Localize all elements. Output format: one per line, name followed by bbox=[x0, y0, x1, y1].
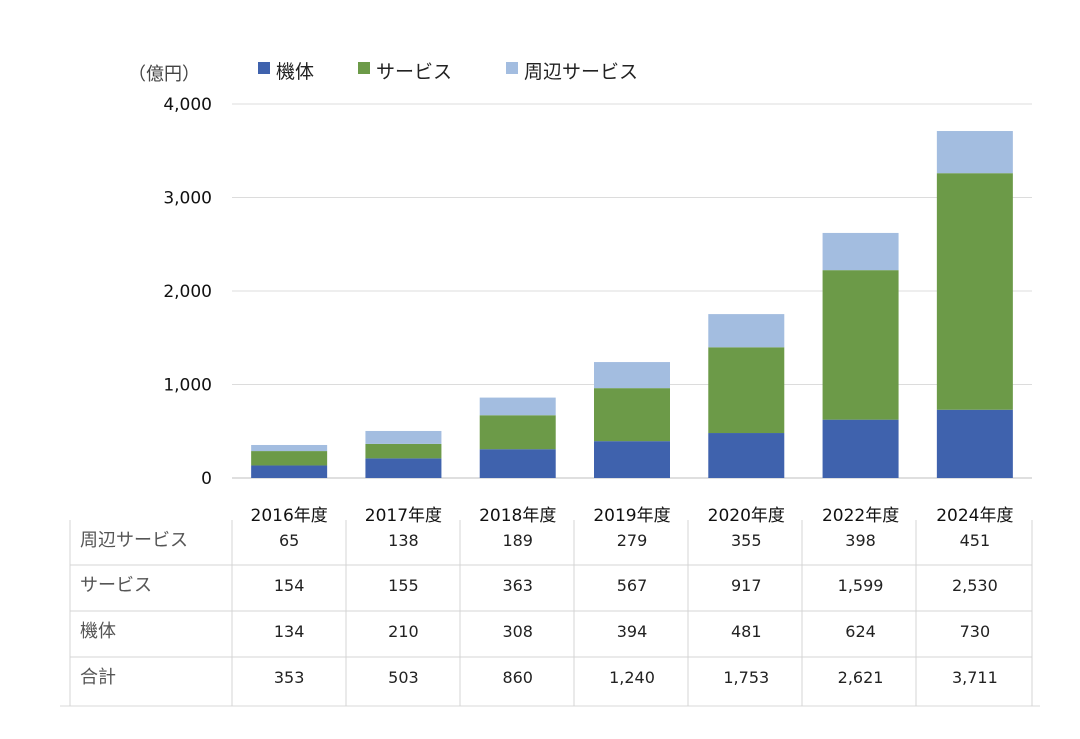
bar-segment bbox=[708, 314, 785, 348]
bar-segment bbox=[365, 443, 442, 459]
table-cell: 3,711 bbox=[952, 668, 998, 687]
bar-segment bbox=[251, 465, 328, 478]
bar-segment bbox=[365, 458, 442, 478]
table-row-label: サービス bbox=[80, 575, 152, 596]
y-axis: 0 1,000 2,000 3,000 4,000 bbox=[163, 95, 212, 489]
bar-segment bbox=[365, 430, 442, 444]
bar-segment bbox=[251, 451, 328, 466]
x-tick-label: 2022年度 bbox=[822, 506, 899, 526]
table-row-label: 周辺サービス bbox=[80, 530, 188, 551]
table-cell: 154 bbox=[274, 576, 305, 595]
legend-swatch bbox=[506, 62, 518, 74]
y-tick-label: 2,000 bbox=[163, 282, 212, 302]
table-cell: 134 bbox=[274, 622, 305, 641]
legend-label: サービス bbox=[376, 61, 452, 83]
x-tick-label: 2019年度 bbox=[593, 506, 670, 526]
x-tick-label: 2017年度 bbox=[365, 506, 442, 526]
y-tick-label: 1,000 bbox=[163, 376, 212, 396]
bar-segment bbox=[479, 449, 556, 478]
bar-segment bbox=[822, 419, 899, 478]
bar-segment bbox=[708, 433, 785, 478]
bars bbox=[251, 131, 1013, 478]
table-cell: 155 bbox=[388, 576, 419, 595]
legend: （億円） 機体 サービス 周辺サービス bbox=[128, 61, 638, 85]
bar-segment bbox=[936, 409, 1013, 478]
table-cell: 624 bbox=[845, 622, 876, 641]
table-cell: 451 bbox=[960, 531, 991, 550]
bar-segment bbox=[708, 347, 785, 434]
table-cell: 394 bbox=[617, 622, 648, 641]
table-cell: 2,621 bbox=[838, 668, 884, 687]
legend-label: 機体 bbox=[276, 61, 314, 83]
unit-label: （億円） bbox=[128, 64, 200, 85]
table-cell: 363 bbox=[502, 576, 533, 595]
y-tick-label: 4,000 bbox=[163, 95, 212, 115]
table-cell: 210 bbox=[388, 622, 419, 641]
bar-segment bbox=[936, 131, 1013, 174]
x-tick-label: 2020年度 bbox=[708, 506, 785, 526]
legend-swatch bbox=[358, 62, 370, 74]
table-cell: 1,240 bbox=[609, 668, 655, 687]
table-cell: 481 bbox=[731, 622, 762, 641]
bar-segment bbox=[822, 270, 899, 420]
table-cell: 917 bbox=[731, 576, 762, 595]
x-axis: 2016年度 2017年度 2018年度 2019年度 2020年度 2022年度 2024… bbox=[251, 506, 1014, 526]
table-cell: 1,753 bbox=[723, 668, 769, 687]
bar-segment bbox=[594, 441, 670, 478]
y-tick-label: 3,000 bbox=[163, 189, 212, 209]
table-cell: 138 bbox=[388, 531, 419, 550]
table-cell: 503 bbox=[388, 668, 419, 687]
table-row-label: 機体 bbox=[80, 621, 116, 642]
table-cell: 279 bbox=[617, 531, 648, 550]
table-cell: 308 bbox=[502, 622, 533, 641]
legend-swatch bbox=[258, 62, 270, 74]
table-cell: 355 bbox=[731, 531, 762, 550]
gridlines bbox=[232, 103, 1032, 479]
table-cell: 189 bbox=[502, 531, 533, 550]
table-cell: 2,530 bbox=[952, 576, 998, 595]
table-cell: 65 bbox=[279, 531, 299, 550]
table-cell: 353 bbox=[274, 668, 305, 687]
x-tick-label: 2018年度 bbox=[479, 506, 556, 526]
bar-segment bbox=[594, 362, 670, 389]
x-tick-label: 2024年度 bbox=[936, 506, 1013, 526]
table-cell: 730 bbox=[960, 622, 991, 641]
y-tick-label: 0 bbox=[201, 469, 212, 489]
table-cell: 1,599 bbox=[838, 576, 884, 595]
bar-segment bbox=[822, 232, 899, 271]
bar-segment bbox=[594, 388, 670, 442]
bar-segment bbox=[251, 444, 328, 452]
table-row-label: 合計 bbox=[80, 667, 116, 688]
x-tick-label: 2016年度 bbox=[251, 506, 328, 526]
table-cell: 398 bbox=[845, 531, 876, 550]
bar-segment bbox=[479, 415, 556, 450]
bar-segment bbox=[479, 397, 556, 416]
table-cell: 860 bbox=[502, 668, 533, 687]
legend-label: 周辺サービス bbox=[524, 61, 638, 83]
table-cell: 567 bbox=[617, 576, 648, 595]
data-table: 周辺サービス 65 138 189 279 355 398 451 サービス 154 155 363 5… bbox=[60, 520, 1040, 707]
bar-segment bbox=[936, 173, 1013, 410]
